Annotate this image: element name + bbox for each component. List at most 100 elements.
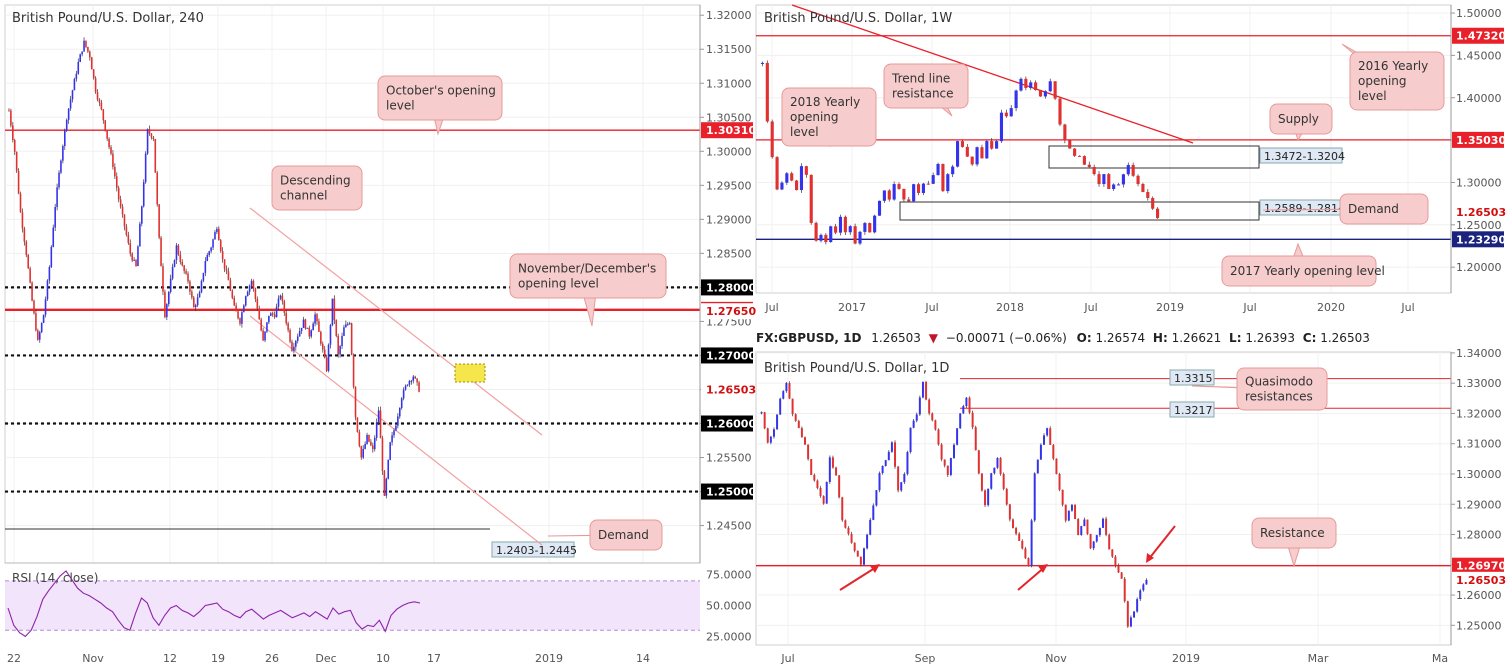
candle-body xyxy=(327,344,330,371)
candle-body xyxy=(795,180,799,191)
candle-body xyxy=(379,410,382,439)
arrow-line xyxy=(1147,525,1176,561)
candle-body xyxy=(160,237,162,267)
candle-body xyxy=(863,223,867,232)
candle-body xyxy=(277,298,280,307)
candle-body xyxy=(980,473,983,491)
candle-body xyxy=(333,298,336,321)
candle-body xyxy=(221,251,224,260)
candle-body xyxy=(1146,191,1150,199)
candle-body xyxy=(760,412,763,414)
candle-body xyxy=(916,184,921,193)
candle-body xyxy=(1107,174,1111,190)
candle-body xyxy=(212,239,214,248)
candle-body xyxy=(85,40,87,47)
candle-body xyxy=(934,420,937,430)
candle-body xyxy=(1052,444,1055,459)
candle-body xyxy=(921,381,924,398)
y-tick-label: 1.31000 xyxy=(1456,438,1502,451)
candle-body xyxy=(137,246,139,267)
candle-body xyxy=(231,290,234,299)
candle-body xyxy=(410,380,413,382)
candle-body xyxy=(828,457,831,482)
candle-body xyxy=(308,327,311,337)
candle-body xyxy=(300,327,303,332)
candle-body xyxy=(183,265,185,272)
candle-body xyxy=(804,437,807,445)
candle-body xyxy=(262,330,264,341)
candle-body xyxy=(191,291,193,298)
y-tick-label: 1.29500 xyxy=(706,179,752,192)
candle-body xyxy=(1136,599,1139,612)
candle-body xyxy=(1009,108,1013,117)
candle-body xyxy=(1019,78,1023,91)
candle-body xyxy=(1108,534,1111,550)
candle-body xyxy=(960,141,964,147)
candle-body xyxy=(218,228,220,241)
candle-body xyxy=(912,184,916,202)
callout-text: Supply xyxy=(1278,112,1319,126)
candle-body xyxy=(831,457,834,468)
candle-body xyxy=(838,475,841,498)
candle-body xyxy=(1126,164,1130,175)
candle-body xyxy=(383,471,386,496)
y-tick-label: 1.30000 xyxy=(1456,176,1502,189)
candle-body xyxy=(71,90,74,100)
price-label-bg xyxy=(1452,571,1504,588)
candle-body xyxy=(1136,175,1140,185)
candle-body xyxy=(872,505,875,520)
candle-body xyxy=(387,459,390,479)
candle-body xyxy=(807,444,810,460)
yellow-highlight-box xyxy=(454,363,486,383)
candle-body xyxy=(144,153,147,183)
candle-body xyxy=(894,442,897,467)
arrow-head-icon xyxy=(870,564,880,573)
y-tick-label: 1.40000 xyxy=(1456,92,1502,105)
candle-body xyxy=(154,139,157,173)
candle-body xyxy=(316,314,318,322)
x-tick-label: 10 xyxy=(376,652,390,665)
info-c-value: 1.26503 xyxy=(1320,331,1370,345)
candle-body xyxy=(813,474,816,481)
price-label-bg xyxy=(701,415,753,432)
candle-body xyxy=(1126,601,1129,627)
candle-body xyxy=(298,331,301,337)
x-tick-label: Jul xyxy=(924,301,938,314)
candle-body xyxy=(990,473,993,489)
candle-body xyxy=(848,226,852,233)
info-o-label: O: xyxy=(1077,331,1092,345)
candle-body xyxy=(402,389,405,399)
candle-body xyxy=(1120,572,1123,579)
candle-body xyxy=(302,319,305,328)
callout-text: 2018 Yearly opening level xyxy=(790,95,860,139)
candle-body xyxy=(902,188,906,200)
x-tick-label: 12 xyxy=(163,652,177,665)
candle-body xyxy=(291,341,293,351)
candle-body xyxy=(1139,590,1142,600)
callout-text: Trend line resistance xyxy=(891,72,954,101)
candle-body xyxy=(164,291,166,318)
candle-body xyxy=(244,296,247,306)
candle-body xyxy=(1087,164,1091,168)
candle-body xyxy=(312,323,314,331)
candle-body xyxy=(1063,124,1067,141)
svg-text:FX:GBPUSD, 1D 1.26503: FX:GBPUSD, 1D 1.26503 ▼ −0.00071 (−0.06%… xyxy=(756,331,1370,345)
candle-body xyxy=(239,318,241,324)
candle-body xyxy=(339,346,341,355)
price-label: 1.26503 xyxy=(706,383,756,396)
candle-body xyxy=(25,241,28,256)
candle-body xyxy=(766,428,769,443)
candle-body xyxy=(780,182,784,190)
candle-body xyxy=(951,166,955,175)
rsi-line xyxy=(7,570,421,638)
candle-body xyxy=(81,51,83,55)
candle-body xyxy=(210,247,212,252)
candle-body xyxy=(162,266,164,292)
candle-body xyxy=(1058,98,1062,125)
rsi-label: RSI (14, close) xyxy=(12,571,98,585)
candle-body xyxy=(335,320,338,336)
callout-text: 2017 Yearly opening level xyxy=(1230,264,1385,278)
arrow-head-icon xyxy=(1038,564,1048,573)
x-tick-label: Mar xyxy=(1308,652,1329,665)
candle-body xyxy=(1018,533,1021,541)
